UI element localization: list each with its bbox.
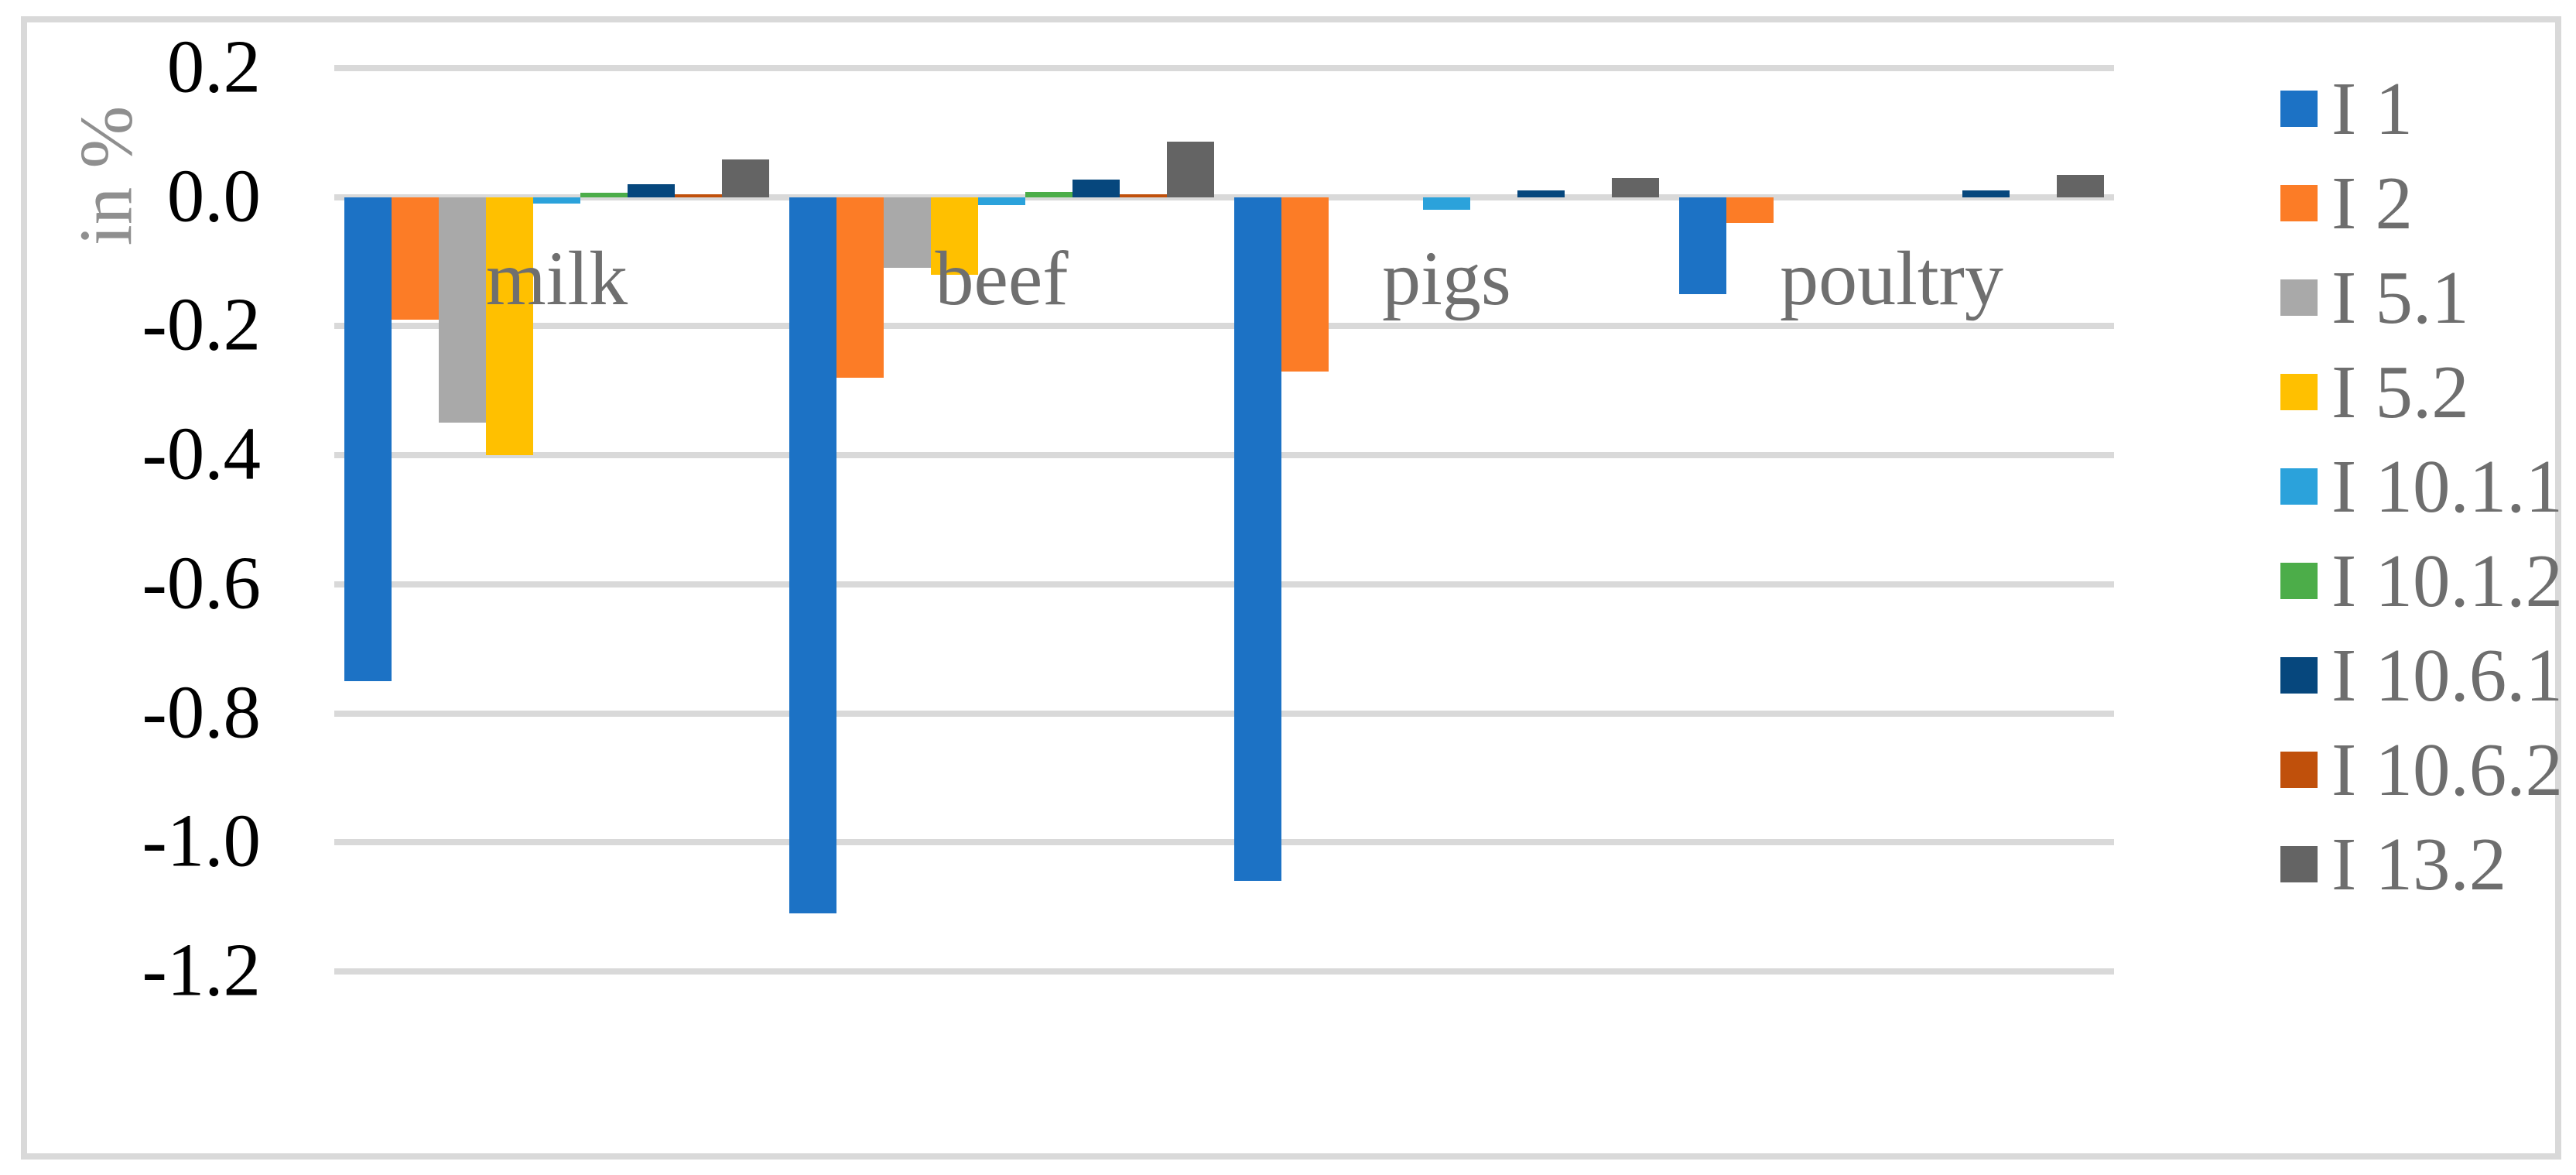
- legend-swatch-icon: [2280, 373, 2318, 410]
- y-tick-label--1.2: -1.2: [142, 928, 261, 1012]
- legend-swatch-icon: [2280, 90, 2318, 127]
- bar-i-10-6-1-beef: [1072, 180, 1120, 197]
- legend-item-i-13-2: I 13.2: [2280, 817, 2506, 911]
- legend-swatch-icon: [2280, 751, 2318, 788]
- legend-swatch-icon: [2280, 656, 2318, 694]
- legend-label: I 1: [2331, 67, 2414, 150]
- legend-label: I 10.1.1: [2331, 444, 2564, 528]
- y-tick-label-0.0: 0.0: [166, 154, 261, 238]
- legend-swatch-icon: [2280, 468, 2318, 505]
- legend-swatch-icon: [2280, 562, 2318, 599]
- bar-i-5-2-beef: [931, 197, 978, 275]
- gridline--0.8: [334, 710, 2114, 717]
- bar-i-10-1-1-beef: [978, 197, 1025, 205]
- legend-item-i-10-1-1: I 10.1.1: [2280, 439, 2563, 533]
- legend-swatch-icon: [2280, 279, 2318, 316]
- legend-item-i-10-1-2: I 10.1.2: [2280, 533, 2563, 628]
- bar-i-2-beef: [836, 197, 884, 379]
- legend-label: I 13.2: [2331, 822, 2507, 906]
- bar-i-1-beef: [789, 197, 836, 913]
- gridline-0.2: [334, 65, 2114, 71]
- bar-i-1-poultry: [1679, 197, 1726, 294]
- bar-i-5-1-milk: [439, 197, 486, 423]
- bar-i-5-1-beef: [884, 197, 931, 269]
- y-tick-label-0.2: 0.2: [166, 25, 261, 108]
- bar-i-10-1-2-milk: [580, 192, 628, 197]
- plot-area: [334, 65, 2114, 975]
- bar-i-1-pigs: [1234, 197, 1281, 882]
- category-label-beef: beef: [935, 235, 1069, 321]
- bar-i-10-6-2-milk: [675, 194, 722, 197]
- bar-i-2-pigs: [1281, 197, 1329, 372]
- bar-i-10-1-1-pigs: [1423, 197, 1470, 211]
- gridline--1.0: [334, 839, 2114, 846]
- legend-item-i-10-6-1: I 10.6.1: [2280, 628, 2563, 722]
- legend-item-i-10-6-2: I 10.6.2: [2280, 722, 2563, 817]
- y-tick-label--1.0: -1.0: [142, 799, 261, 882]
- legend-label: I 10.6.2: [2331, 728, 2564, 811]
- y-tick-label--0.8: -0.8: [142, 670, 261, 754]
- bar-i-13-2-pigs: [1612, 177, 1659, 197]
- bar-i-10-6-1-poultry: [1962, 190, 2010, 197]
- gridline-0.0: [334, 194, 2114, 200]
- category-label-poultry: poultry: [1780, 235, 2003, 321]
- y-tick-label--0.6: -0.6: [142, 541, 261, 625]
- bar-i-10-6-1-pigs: [1517, 190, 1565, 197]
- bar-i-13-2-beef: [1167, 142, 1214, 197]
- gridline--1.2: [334, 968, 2114, 975]
- legend-label: I 10.1.2: [2331, 539, 2564, 622]
- legend-swatch-icon: [2280, 845, 2318, 882]
- bar-i-13-2-poultry: [2057, 174, 2104, 197]
- bar-i-13-2-milk: [722, 159, 769, 197]
- category-label-pigs: pigs: [1382, 235, 1511, 321]
- y-tick-label--0.2: -0.2: [142, 283, 261, 366]
- legend-label: I 10.6.1: [2331, 633, 2564, 717]
- y-axis-title: in %: [64, 105, 148, 246]
- legend-item-i-5-1: I 5.1: [2280, 250, 2469, 344]
- legend: I 1 I 2 I 5.1 I 5.2 I 10.1.1 I 10.1.2 I 10.6.1…: [2280, 0, 2574, 1175]
- y-axis: 0.2 0.0 -0.2 -0.4 -0.6 -0.8 -1.0 -1.2: [0, 0, 261, 1175]
- legend-item-i-2: I 2: [2280, 156, 2413, 250]
- gridline--0.2: [334, 323, 2114, 330]
- bar-i-10-1-1-milk: [533, 197, 580, 204]
- bar-i-2-milk: [392, 197, 439, 320]
- legend-item-i-5-2: I 5.2: [2280, 344, 2469, 439]
- bar-i-10-1-2-beef: [1025, 192, 1072, 197]
- bar-i-2-poultry: [1726, 197, 1774, 224]
- legend-swatch-icon: [2280, 184, 2318, 221]
- legend-item-i-1: I 1: [2280, 61, 2413, 156]
- gridline--0.4: [334, 452, 2114, 459]
- bar-i-5-2-milk: [486, 197, 533, 456]
- y-tick-label--0.4: -0.4: [142, 412, 261, 495]
- gridline--0.6: [334, 581, 2114, 588]
- legend-label: I 5.2: [2331, 350, 2469, 433]
- legend-label: I 5.1: [2331, 255, 2469, 339]
- legend-label: I 2: [2331, 161, 2414, 245]
- bar-i-10-6-2-beef: [1120, 194, 1167, 197]
- category-label-milk: milk: [485, 235, 628, 321]
- bar-i-10-6-1-milk: [628, 184, 675, 197]
- bar-i-1-milk: [344, 197, 392, 681]
